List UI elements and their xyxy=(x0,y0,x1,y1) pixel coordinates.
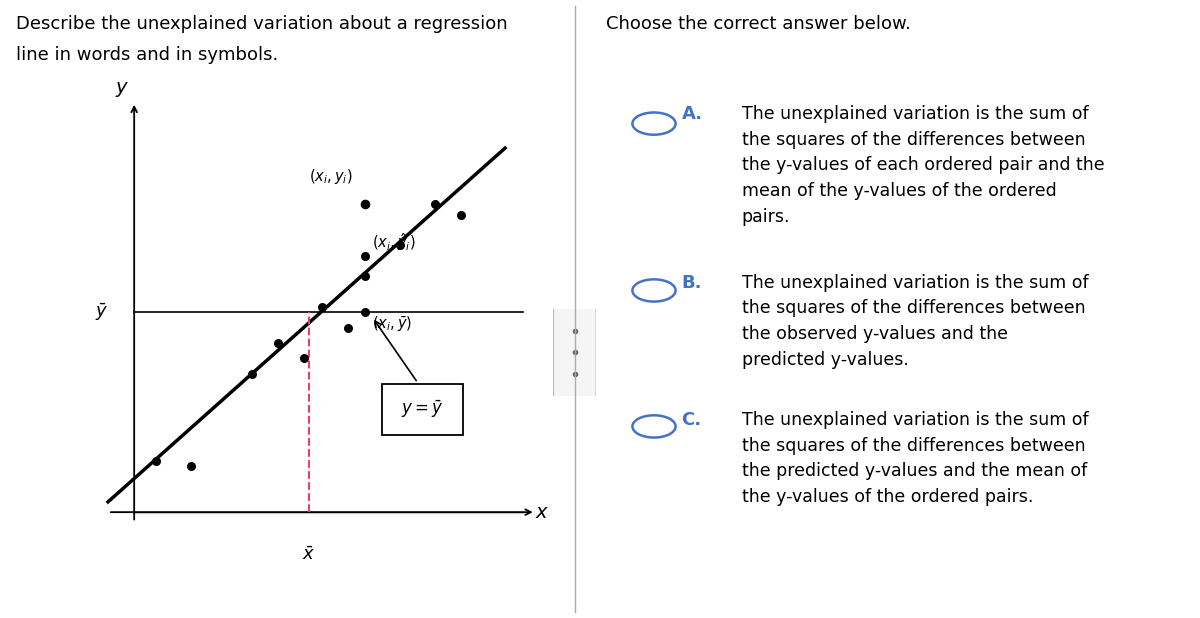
Text: A.: A. xyxy=(682,105,703,123)
Point xyxy=(356,307,376,317)
Point xyxy=(452,210,472,219)
Point xyxy=(356,200,376,210)
Text: Choose the correct answer below.: Choose the correct answer below. xyxy=(606,15,911,33)
Point xyxy=(391,240,410,250)
Text: y: y xyxy=(115,78,127,97)
Text: The unexplained variation is the sum of
the squares of the differences between
t: The unexplained variation is the sum of … xyxy=(742,274,1088,369)
Text: $\bar{x}$: $\bar{x}$ xyxy=(302,546,316,564)
Point xyxy=(295,353,314,363)
Text: x: x xyxy=(535,502,547,522)
Text: Describe the unexplained variation about a regression: Describe the unexplained variation about… xyxy=(16,15,508,33)
Text: $\bar{y}$: $\bar{y}$ xyxy=(95,302,108,323)
Point xyxy=(356,251,376,261)
Point xyxy=(312,302,331,312)
Text: $(x_i, y_i)$: $(x_i, y_i)$ xyxy=(308,167,353,186)
Text: C.: C. xyxy=(682,411,702,429)
Text: The unexplained variation is the sum of
the squares of the differences between
t: The unexplained variation is the sum of … xyxy=(742,411,1088,506)
Text: The unexplained variation is the sum of
the squares of the differences between
t: The unexplained variation is the sum of … xyxy=(742,105,1104,226)
Text: $y = \bar{y}$: $y = \bar{y}$ xyxy=(401,399,444,420)
Point xyxy=(269,338,288,348)
Point xyxy=(338,323,358,332)
Text: $(x_i, \hat{y}_i)$: $(x_i, \hat{y}_i)$ xyxy=(372,231,416,253)
Point xyxy=(181,461,200,471)
Point xyxy=(146,456,166,466)
Point xyxy=(426,200,445,210)
FancyBboxPatch shape xyxy=(553,300,596,404)
Text: line in words and in symbols.: line in words and in symbols. xyxy=(16,46,278,64)
Point xyxy=(356,271,376,281)
Point xyxy=(242,369,262,379)
Text: $(x_i, \bar{y})$: $(x_i, \bar{y})$ xyxy=(372,315,413,334)
Text: B.: B. xyxy=(682,274,702,292)
FancyBboxPatch shape xyxy=(382,384,463,435)
